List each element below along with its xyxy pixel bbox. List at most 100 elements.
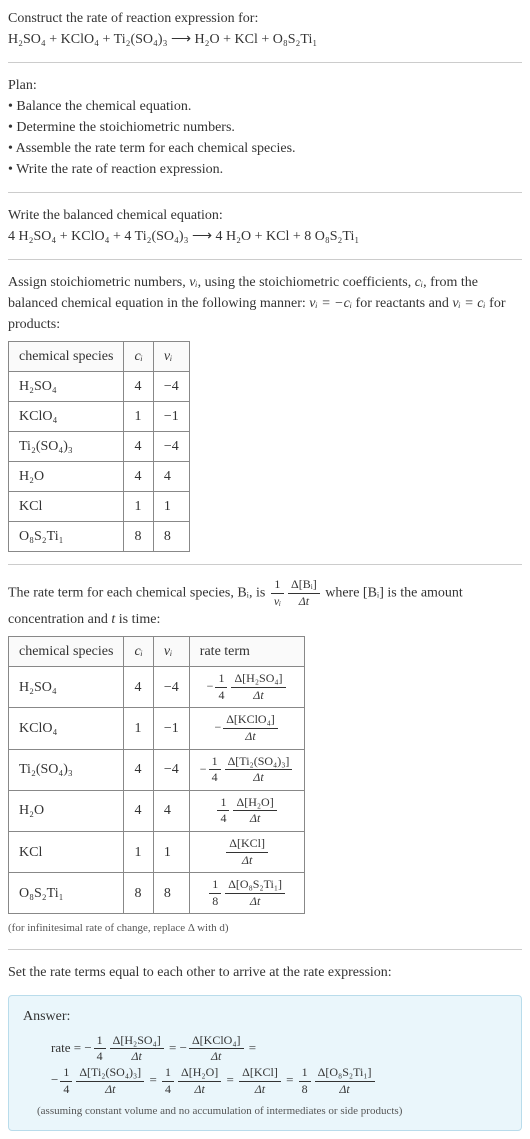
cell-species: O₈S₂Ti₁ <box>9 522 124 552</box>
balanced-heading: Write the balanced chemical equation: <box>8 205 522 226</box>
assign-section: Assign stoichiometric numbers, νᵢ, using… <box>8 272 522 552</box>
cell-nui: −4 <box>153 372 189 402</box>
intro-lhs: H₂SO₄ + KClO₄ + Ti₂(SO₄)₃ <box>8 32 167 47</box>
plan-item: Determine the stoichiometric numbers. <box>8 117 522 138</box>
balanced-section: Write the balanced chemical equation: 4 … <box>8 205 522 247</box>
table-row: KClO₄1−1−Δ[KClO₄]Δt <box>9 708 305 749</box>
answer-note: (assuming constant volume and no accumul… <box>37 1103 507 1120</box>
cell-species: KCl <box>9 492 124 522</box>
intro-section: Construct the rate of reaction expressio… <box>8 8 522 50</box>
cell-species: H₂O <box>9 790 124 831</box>
cell-ci: 8 <box>124 873 153 914</box>
cell-ci: 1 <box>124 708 153 749</box>
stoich-table: chemical species cᵢ νᵢ H₂SO₄4−4KClO₄1−1T… <box>8 341 190 552</box>
rate-intro-text: , is <box>249 585 269 600</box>
cell-ci: 4 <box>124 372 153 402</box>
table-row: H₂SO₄4−4−14Δ[H₂SO₄]Δt <box>9 667 305 708</box>
table-row: Ti₂(SO₄)₃4−4 <box>9 432 190 462</box>
cell-nui: −4 <box>153 667 189 708</box>
col-species: chemical species <box>9 342 124 372</box>
cell-rate-term: −Δ[KClO₄]Δt <box>189 708 305 749</box>
cell-species: KCl <box>9 831 124 872</box>
assign-text: for reactants and <box>352 296 452 311</box>
cell-ci: 8 <box>124 522 153 552</box>
table-row: H₂O4414Δ[H₂O]Δt <box>9 790 305 831</box>
set-equal-text: Set the rate terms equal to each other t… <box>8 962 522 983</box>
answer-box: Answer: rate = −14Δ[H₂SO₄]Δt = −Δ[KClO₄]… <box>8 995 522 1131</box>
cell-species: KClO₄ <box>9 708 124 749</box>
table-row: KClO₄1−1 <box>9 402 190 432</box>
frac-den: νᵢ <box>271 594 284 610</box>
frac-one-over-nu: 1νᵢ <box>271 577 284 609</box>
plan-section: Plan: Balance the chemical equation. Det… <box>8 75 522 180</box>
balanced-lhs: 4 H₂SO₄ + KClO₄ + 4 Ti₂(SO₄)₃ <box>8 229 188 244</box>
table-row: O₈S₂Ti₁88 <box>9 522 190 552</box>
assign-text: Assign stoichiometric numbers, <box>8 275 189 290</box>
divider <box>8 564 522 565</box>
cell-nui: −1 <box>153 708 189 749</box>
cell-ci: 1 <box>124 492 153 522</box>
divider <box>8 62 522 63</box>
nu-rel-reac: νᵢ = −cᵢ <box>309 296 352 311</box>
frac-num: Δ[Bᵢ] <box>288 577 320 594</box>
frac-dbi-dt: Δ[Bᵢ]Δt <box>288 577 320 609</box>
cell-ci: 4 <box>124 462 153 492</box>
divider <box>8 949 522 950</box>
cell-nui: 4 <box>153 462 189 492</box>
balanced-rhs: 4 H₂O + KCl + 8 O₈S₂Ti₁ <box>216 229 360 244</box>
cell-nui: 8 <box>153 522 189 552</box>
cell-nui: 1 <box>153 492 189 522</box>
cell-ci: 1 <box>124 831 153 872</box>
table-row: Ti₂(SO₄)₃4−4−14Δ[Ti₂(SO₄)₃]Δt <box>9 749 305 790</box>
cell-rate-term: −14Δ[H₂SO₄]Δt <box>189 667 305 708</box>
rate-table: chemical species cᵢ νᵢ rate term H₂SO₄4−… <box>8 636 305 914</box>
divider <box>8 192 522 193</box>
plan-item: Assemble the rate term for each chemical… <box>8 138 522 159</box>
col-ci: cᵢ <box>124 637 153 667</box>
nu-rel-prod: νᵢ = cᵢ <box>452 296 485 311</box>
cell-rate-term: 14Δ[H₂O]Δt <box>189 790 305 831</box>
table-row: H₂O44 <box>9 462 190 492</box>
frac-num: 1 <box>271 577 284 594</box>
answer-label: Answer: <box>23 1006 507 1027</box>
cell-species: H₂O <box>9 462 124 492</box>
cell-nui: −1 <box>153 402 189 432</box>
balanced-equation: 4 H₂SO₄ + KClO₄ + 4 Ti₂(SO₄)₃ ⟶ 4 H₂O + … <box>8 226 522 247</box>
rate-intro-bi: Bᵢ <box>237 585 249 600</box>
cell-ci: 4 <box>124 749 153 790</box>
intro-rhs: H₂O + KCl + O₈S₂Ti₁ <box>195 32 318 47</box>
assign-text: , using the stoichiometric coefficients, <box>198 275 415 290</box>
table-row: O₈S₂Ti₁8818Δ[O₈S₂Ti₁]Δt <box>9 873 305 914</box>
nu-i: νᵢ <box>189 275 197 290</box>
cell-ci: 4 <box>124 432 153 462</box>
rate-intro-text: The rate term for each chemical species, <box>8 585 237 600</box>
divider <box>8 259 522 260</box>
c-i: cᵢ <box>415 275 423 290</box>
answer-expression: rate = −14Δ[H₂SO₄]Δt = −Δ[KClO₄]Δt = −14… <box>51 1033 507 1097</box>
rate-intro-text: is time: <box>115 612 160 627</box>
cell-nui: −4 <box>153 432 189 462</box>
cell-ci: 1 <box>124 402 153 432</box>
cell-rate-term: −14Δ[Ti₂(SO₄)₃]Δt <box>189 749 305 790</box>
col-rate-term: rate term <box>189 637 305 667</box>
col-nui: νᵢ <box>153 342 189 372</box>
intro-arrow: ⟶ <box>171 32 191 47</box>
cell-nui: 1 <box>153 831 189 872</box>
table-row: KCl11 <box>9 492 190 522</box>
cell-nui: 4 <box>153 790 189 831</box>
cell-species: O₈S₂Ti₁ <box>9 873 124 914</box>
cell-nui: −4 <box>153 749 189 790</box>
table-row: H₂SO₄4−4 <box>9 372 190 402</box>
cell-ci: 4 <box>124 667 153 708</box>
col-species: chemical species <box>9 637 124 667</box>
cell-rate-term: Δ[KCl]Δt <box>189 831 305 872</box>
cell-species: Ti₂(SO₄)₃ <box>9 749 124 790</box>
col-ci: cᵢ <box>124 342 153 372</box>
balanced-arrow: ⟶ <box>192 229 212 244</box>
plan-item: Write the rate of reaction expression. <box>8 159 522 180</box>
plan-heading: Plan: <box>8 75 522 96</box>
intro-prompt: Construct the rate of reaction expressio… <box>8 8 522 29</box>
infinitesimal-note: (for infinitesimal rate of change, repla… <box>8 920 522 937</box>
cell-nui: 8 <box>153 873 189 914</box>
cell-species: H₂SO₄ <box>9 372 124 402</box>
